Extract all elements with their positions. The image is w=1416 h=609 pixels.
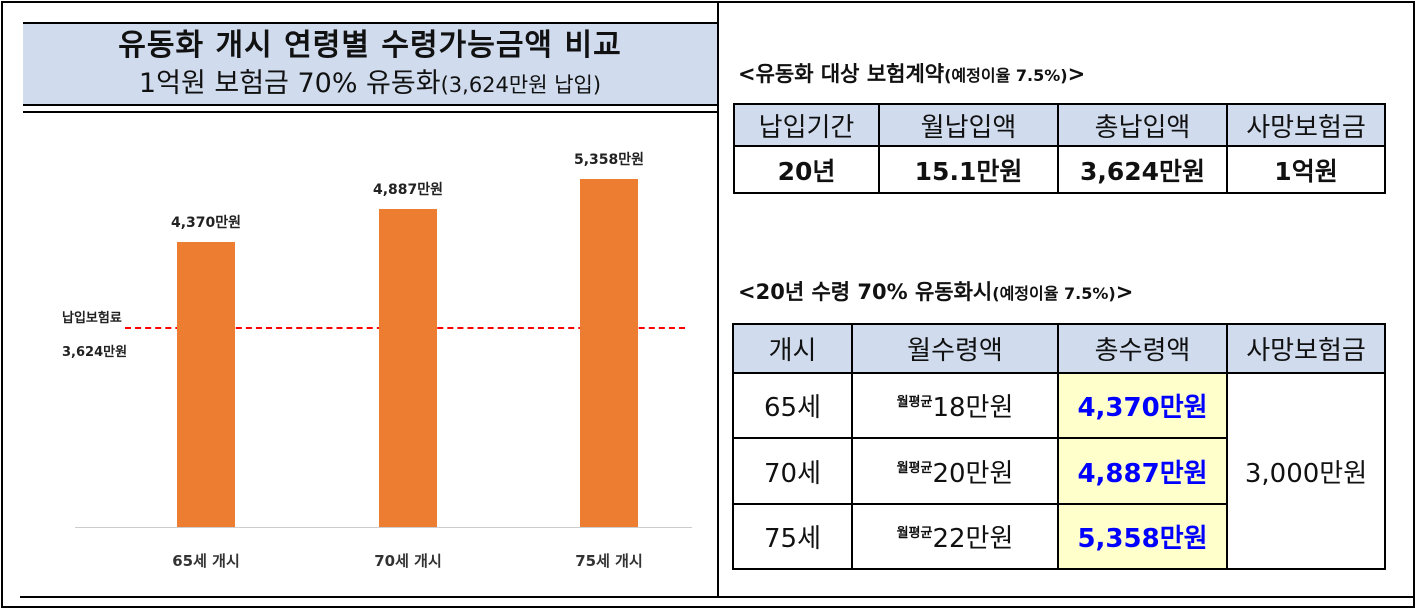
header-cell: 월납입액 <box>878 103 1059 147</box>
bar-0 <box>177 241 235 527</box>
heading-end: > <box>1067 62 1086 86</box>
table-row: 75세 월평균22만원 5,358만원 <box>732 503 1385 570</box>
cell: 15.1만원 <box>878 145 1059 194</box>
x-tick-label: 70세 개시 <box>374 552 442 570</box>
chart-subtitle: 1억원 보험금 70% 유동화(3,624만원 납입) <box>23 66 717 103</box>
monthly-value: 20만원 <box>932 458 1014 489</box>
x-tick-label: 65세 개시 <box>172 552 240 570</box>
reference-label: 납입보험료 <box>62 311 122 326</box>
monthly-value: 22만원 <box>932 524 1014 554</box>
bar-value-label: 4,370만원 <box>170 214 242 231</box>
age-cell: 75세 <box>732 503 853 570</box>
heading-text: <20년 수령 70% 유동화시 <box>738 280 993 304</box>
total-cell: 4,887만원 <box>1057 437 1228 505</box>
table2-heading: <20년 수령 70% 유동화시(예정이율 7.5%)> <box>738 276 1133 306</box>
x-tick-label: 75세 개시 <box>575 552 643 570</box>
bar-chart: 납입보험료 3,624만원 4,370만원 65세 개시 4,887만원 70세 개시… <box>20 113 717 593</box>
prefix: 월평균 <box>896 526 933 541</box>
heading-small: (예정이율 7.5%) <box>944 66 1068 85</box>
header-cell: 총수령액 <box>1057 323 1228 374</box>
bar-value-label: 5,358만원 <box>573 151 645 168</box>
death-benefit-cell: 3,000만원 <box>1226 372 1386 570</box>
header-cell: 개시 <box>732 323 853 374</box>
monthly-cell: 월평균22만원 <box>851 503 1059 570</box>
total-cell: 4,370만원 <box>1057 372 1228 439</box>
monthly-cell: 월평균20만원 <box>851 437 1059 505</box>
prefix: 월평균 <box>896 395 933 410</box>
heading-text: <유동화 대상 보험계약 <box>738 62 945 86</box>
bar-1 <box>379 208 437 527</box>
header-cell: 사망보험금 <box>1226 323 1386 374</box>
divider <box>23 111 717 113</box>
bar-2 <box>580 178 638 527</box>
divider <box>717 3 719 597</box>
header-cell: 월수령액 <box>851 323 1059 374</box>
monthly-cell: 월평균18만원 <box>851 372 1059 439</box>
bar-value-label: 4,887만원 <box>372 181 444 198</box>
payout-table: 개시 월수령액 총수령액 사망보험금 65세 월평균18만원 4,370만원 3,000만원… <box>732 323 1386 570</box>
subtitle-small: (3,624만원 납입) <box>440 73 602 97</box>
chart-title-box: 유동화 개시 연령별 수령가능금액 비교 1억원 보험금 70% 유동화(3,6… <box>23 22 717 106</box>
cell: 1억원 <box>1226 145 1386 194</box>
age-cell: 65세 <box>732 372 853 439</box>
monthly-value: 18만원 <box>932 393 1014 423</box>
cell: 3,624만원 <box>1057 145 1228 194</box>
header-cell: 총납입액 <box>1057 103 1228 147</box>
divider <box>20 596 1414 598</box>
reference-value: 3,624만원 <box>62 345 128 360</box>
x-axis <box>75 527 692 528</box>
subtitle-main: 1억원 보험금 70% 유동화 <box>138 68 441 99</box>
table1-heading: <유동화 대상 보험계약(예정이율 7.5%)> <box>738 58 1085 88</box>
age-cell: 70세 <box>732 437 853 505</box>
prefix: 월평균 <box>896 460 933 476</box>
cell: 20년 <box>733 145 880 194</box>
header-cell: 납입기간 <box>733 103 880 147</box>
total-cell: 5,358만원 <box>1057 503 1228 570</box>
chart-title: 유동화 개시 연령별 수령가능금액 비교 <box>118 28 622 63</box>
heading-small: (예정이율 7.5%) <box>992 284 1116 303</box>
header-cell: 사망보험금 <box>1226 103 1386 147</box>
heading-end: > <box>1115 280 1134 304</box>
table-row: 70세 월평균20만원 4,887만원 <box>732 437 1385 505</box>
table-row: 65세 월평균18만원 4,370만원 3,000만원 <box>732 372 1386 570</box>
contract-table: 납입기간 월납입액 총납입액 사망보험금 20년 15.1만원 3,624만원 1억원 <box>733 103 1386 194</box>
